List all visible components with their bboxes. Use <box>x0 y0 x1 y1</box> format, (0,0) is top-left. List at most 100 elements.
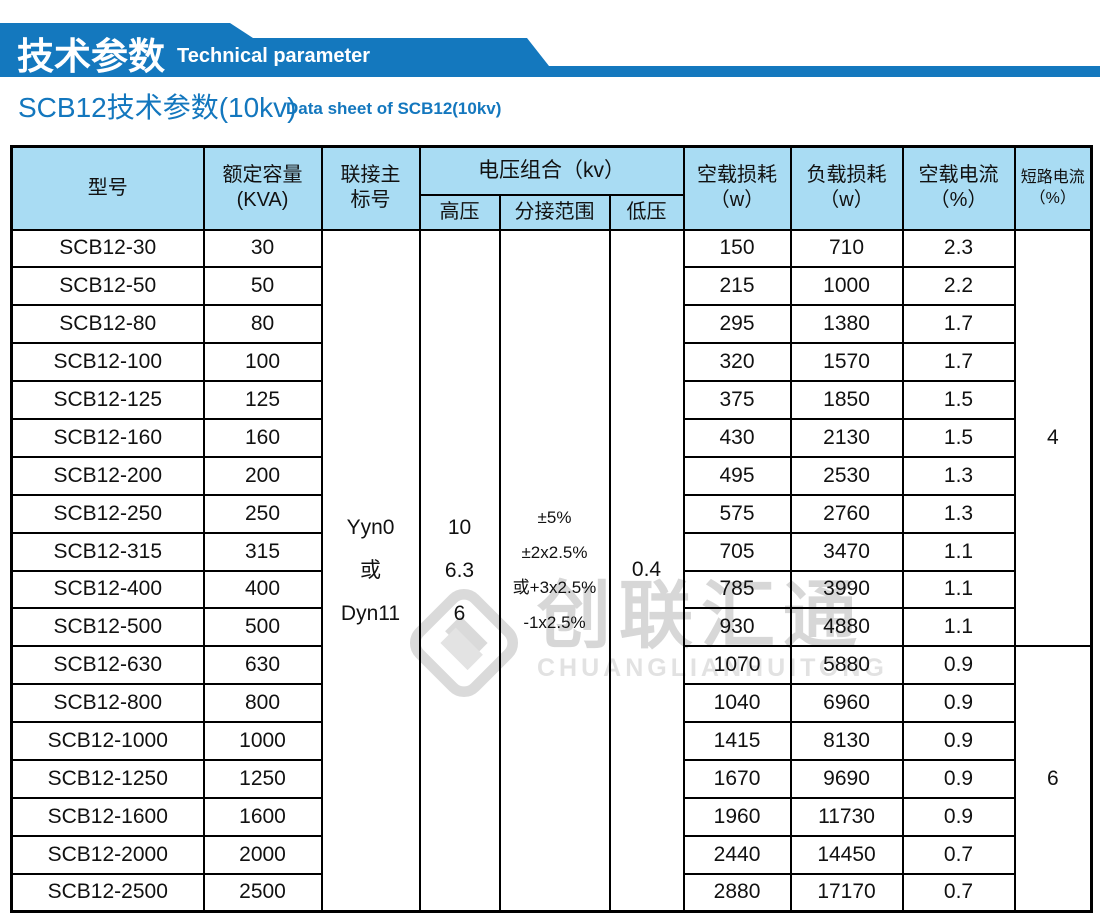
capacity-cell: 50 <box>202 266 323 307</box>
table-row: SCB12-200 200 495 2530 1.3 <box>10 455 1092 496</box>
capacity-cell: 125 <box>202 380 323 420</box>
capacity-cell: 250 <box>202 493 323 534</box>
model-cell: SCB12-1250 <box>10 758 205 799</box>
short-circuit-cell: 6 <box>1013 645 1093 913</box>
no-load-loss-cell: 1040 <box>682 683 792 724</box>
model-cell: SCB12-200 <box>10 455 205 496</box>
col-header-load-loss-line1: 负载损耗 <box>806 164 887 187</box>
table-row: SCB12-315 315 705 3470 1.1 <box>10 531 1092 572</box>
high-voltage-cell-line: 6.3 <box>444 558 475 582</box>
tap-range-cell-line: ±2x2.5% <box>521 543 588 563</box>
model-cell: SCB12-30 <box>10 228 205 269</box>
col-header-short-circuit-line1: 短路电流 <box>1020 169 1085 187</box>
connection-cell: Yyn0 或 Dyn11 <box>320 228 421 913</box>
banner-background-shape <box>0 23 1100 77</box>
load-loss-cell: 9690 <box>789 758 904 799</box>
col-header-voltage-combo: 电压组合（kv） <box>418 145 685 196</box>
no-load-loss-cell: 2440 <box>682 834 792 875</box>
col-header-capacity-line1: 额定容量 <box>222 164 303 187</box>
no-load-loss-cell: 375 <box>682 380 792 420</box>
no-load-loss-cell: 1070 <box>682 645 792 686</box>
model-cell: SCB12-2500 <box>10 872 205 913</box>
header-row-1: 型号 额定容量 (KVA) 联接主 标号 电压组合（kv） 空载损耗 （w） 负… <box>10 145 1093 231</box>
no-load-loss-cell: 785 <box>682 569 792 610</box>
col-header-no-load-loss: 空载损耗 （w） <box>682 145 792 231</box>
header-row-2: 高压 分接范围 低压 <box>12 193 1092 231</box>
capacity-cell: 2000 <box>202 834 323 875</box>
no-load-current-cell: 1.3 <box>901 455 1016 496</box>
table-row: SCB12-1600 1600 1960 11730 0.9 <box>10 796 1092 837</box>
col-header-tap-range: 分接范围 <box>498 193 611 231</box>
model-cell: SCB12-100 <box>10 342 205 383</box>
no-load-loss-cell: 1670 <box>682 758 792 799</box>
load-loss-cell: 2530 <box>789 455 904 496</box>
no-load-current-cell: 0.9 <box>901 683 1016 724</box>
no-load-loss-cell: 215 <box>682 266 792 307</box>
no-load-current-cell: 0.9 <box>901 796 1016 837</box>
load-loss-cell: 6960 <box>789 683 904 724</box>
no-load-current-cell: 1.1 <box>901 531 1016 572</box>
no-load-loss-cell: 430 <box>682 417 792 458</box>
load-loss-cell: 3470 <box>789 531 904 572</box>
col-header-short-circuit: 短路电流 （%） <box>1013 145 1093 231</box>
no-load-current-cell: 0.7 <box>901 834 1016 875</box>
model-cell: SCB12-800 <box>10 683 205 724</box>
load-loss-cell: 1850 <box>789 380 904 420</box>
capacity-cell: 100 <box>202 342 323 383</box>
no-load-loss-cell: 575 <box>682 493 792 534</box>
col-header-load-loss: 负载损耗 （w） <box>789 145 904 231</box>
model-cell: SCB12-125 <box>10 380 205 420</box>
col-header-low-voltage: 低压 <box>608 193 685 231</box>
no-load-loss-cell: 295 <box>682 304 792 345</box>
load-loss-cell: 3990 <box>789 569 904 610</box>
table-row: SCB12-100 100 320 1570 1.7 <box>10 342 1092 383</box>
col-header-connection-line1: 联接主 <box>340 164 401 187</box>
col-header-short-circuit-line2: （%） <box>1029 190 1076 208</box>
col-header-connection: 联接主 标号 <box>320 145 421 231</box>
model-cell: SCB12-250 <box>10 493 205 534</box>
table-row: SCB12-160 160 430 2130 1.5 <box>10 417 1092 458</box>
no-load-current-cell: 1.7 <box>901 304 1016 345</box>
capacity-cell: 1000 <box>202 721 323 761</box>
capacity-cell: 630 <box>202 645 323 686</box>
col-header-no-load-loss-line2: （w） <box>709 189 765 212</box>
no-load-loss-cell: 320 <box>682 342 792 383</box>
no-load-current-cell: 1.3 <box>901 493 1016 534</box>
model-cell: SCB12-160 <box>10 417 205 458</box>
model-cell: SCB12-2000 <box>10 834 205 875</box>
no-load-current-cell: 0.9 <box>901 721 1016 761</box>
no-load-current-cell: 1.7 <box>901 342 1016 383</box>
no-load-loss-cell: 495 <box>682 455 792 496</box>
page-subtitle: Data sheet of SCB12(10kv) <box>286 99 502 118</box>
low-voltage-cell: 0.4 <box>608 228 685 913</box>
load-loss-cell: 2760 <box>789 493 904 534</box>
no-load-current-cell: 1.1 <box>901 607 1016 648</box>
model-cell: SCB12-630 <box>10 645 205 686</box>
spec-table-body: SCB12-30 30 Yyn0 或 Dyn11 10 6.3 6 ±5% ±2x2.5% 或+3x… <box>10 228 1093 913</box>
no-load-current-cell: 1.5 <box>901 417 1016 458</box>
col-header-capacity-line2: (KVA) <box>236 189 289 212</box>
capacity-cell: 315 <box>202 531 323 572</box>
no-load-loss-cell: 2880 <box>682 872 792 913</box>
load-loss-cell: 5880 <box>789 645 904 686</box>
capacity-cell: 400 <box>202 569 323 610</box>
capacity-cell: 80 <box>202 304 323 345</box>
no-load-loss-cell: 1415 <box>682 721 792 761</box>
tap-range-cell: ±5% ±2x2.5% 或+3x2.5% -1x2.5% <box>498 228 611 913</box>
connection-cell-line: Dyn11 <box>340 601 401 625</box>
col-header-high-voltage: 高压 <box>418 193 501 231</box>
no-load-current-cell: 0.9 <box>901 758 1016 799</box>
connection-cell-line: 或 <box>360 558 381 582</box>
no-load-loss-cell: 930 <box>682 607 792 648</box>
spec-table-header: 型号 额定容量 (KVA) 联接主 标号 电压组合（kv） 空载损耗 （w） 负… <box>10 145 1093 231</box>
model-cell: SCB12-400 <box>10 569 205 610</box>
col-header-model: 型号 <box>10 145 205 231</box>
table-row: SCB12-80 80 295 1380 1.7 <box>10 304 1092 345</box>
load-loss-cell: 14450 <box>789 834 904 875</box>
col-header-connection-line2: 标号 <box>350 189 391 212</box>
col-header-capacity: 额定容量 (KVA) <box>202 145 323 231</box>
no-load-current-cell: 2.3 <box>901 228 1016 269</box>
no-load-current-cell: 1.5 <box>901 380 1016 420</box>
no-load-loss-cell: 1960 <box>682 796 792 837</box>
load-loss-cell: 1570 <box>789 342 904 383</box>
